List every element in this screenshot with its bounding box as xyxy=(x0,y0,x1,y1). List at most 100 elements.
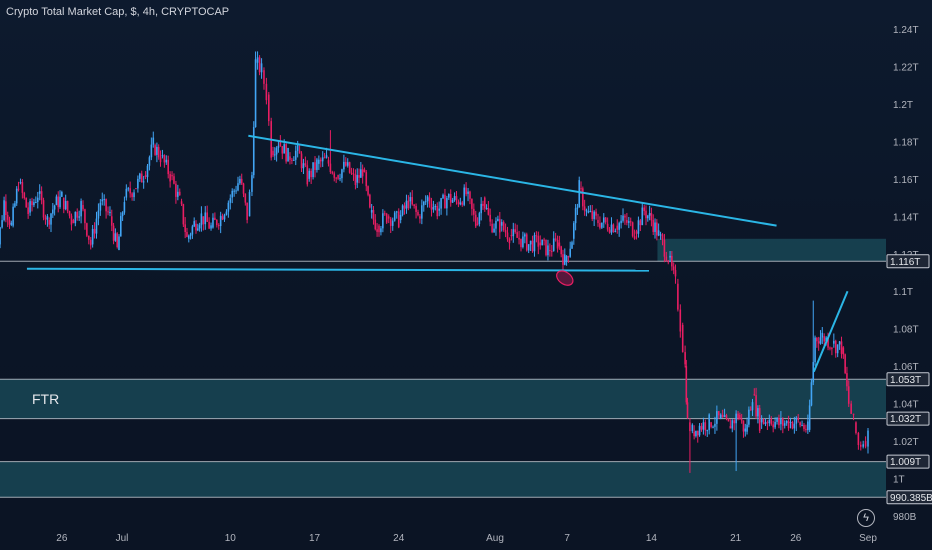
y-tick-label: 1.04T xyxy=(893,400,919,411)
candle-body xyxy=(82,205,84,210)
candle-body xyxy=(87,235,90,240)
candle-body xyxy=(35,202,37,204)
candle-body xyxy=(627,221,630,223)
candle-body xyxy=(78,216,80,218)
candle-body xyxy=(109,212,111,214)
candle-body xyxy=(337,175,339,179)
x-tick-label: Aug xyxy=(486,533,504,544)
candle-body xyxy=(293,159,295,161)
candle-body xyxy=(327,160,330,164)
flash-icon[interactable]: ϟ xyxy=(857,509,875,527)
candle-body xyxy=(471,198,473,209)
candle-body xyxy=(478,213,481,224)
candle-body xyxy=(202,216,205,225)
candle-body xyxy=(165,159,168,163)
candle-body xyxy=(691,424,694,432)
candle-body xyxy=(225,211,228,215)
candle-body xyxy=(635,231,638,234)
x-tick-label: 10 xyxy=(225,533,237,544)
candle-body xyxy=(518,237,520,240)
trendline[interactable] xyxy=(248,134,777,227)
x-tick-label: Jul xyxy=(116,533,129,544)
candle-body xyxy=(260,63,263,73)
candle-body xyxy=(252,127,255,176)
candle-body xyxy=(417,211,419,216)
candle-body xyxy=(112,225,115,241)
candle-body xyxy=(27,207,29,215)
y-tick-label: 1.16T xyxy=(893,175,919,186)
candle-body xyxy=(733,420,736,424)
candle-body xyxy=(254,59,257,128)
candle-body xyxy=(610,224,613,233)
candle-body xyxy=(350,172,353,174)
candle-body xyxy=(44,217,47,220)
candle-body xyxy=(419,216,421,219)
candle-body xyxy=(294,150,297,160)
candle-body xyxy=(522,236,524,248)
candle-body xyxy=(855,422,857,434)
candle-body xyxy=(803,424,805,429)
candle-body xyxy=(493,228,495,233)
candle-body xyxy=(556,239,559,249)
candle-body xyxy=(274,154,276,156)
candle-body xyxy=(838,341,841,345)
candle-body xyxy=(395,211,398,213)
candle-body xyxy=(413,204,415,207)
candle-body xyxy=(780,418,782,425)
y-tick-label: 1.22T xyxy=(893,62,919,73)
candle-body xyxy=(833,340,835,344)
candle-body xyxy=(746,424,748,432)
candle-body xyxy=(766,422,769,424)
candle-body xyxy=(823,336,826,342)
candle-body xyxy=(793,423,796,429)
candle-body xyxy=(358,175,360,178)
candle-body xyxy=(762,418,765,425)
candle-body xyxy=(180,201,183,205)
candle-body xyxy=(549,250,551,252)
candle-body xyxy=(696,430,699,436)
candle-body xyxy=(240,178,243,184)
candle-body xyxy=(782,418,784,426)
candle-body xyxy=(583,206,586,211)
candle-body xyxy=(620,220,622,224)
candle-body xyxy=(198,225,201,229)
candle-body xyxy=(154,145,156,155)
candle-body xyxy=(289,156,291,160)
candle-body xyxy=(444,194,446,209)
candle-body xyxy=(573,223,575,239)
annotation-ellipse[interactable] xyxy=(554,268,576,288)
candle-body xyxy=(799,422,801,426)
candle-body xyxy=(698,425,701,436)
candle-body xyxy=(591,210,594,220)
candle-body xyxy=(391,220,394,226)
candle-body xyxy=(829,347,831,349)
candle-body xyxy=(316,159,318,170)
candle-body xyxy=(787,420,790,429)
candle-body xyxy=(571,242,573,249)
trendline[interactable] xyxy=(26,267,650,272)
candle-body xyxy=(251,175,253,192)
candle-body xyxy=(529,240,532,245)
candle-body xyxy=(38,191,41,194)
candle-body xyxy=(618,223,620,230)
candle-body xyxy=(283,144,285,154)
candle-body xyxy=(159,157,162,163)
candle-body xyxy=(116,233,118,248)
candle-body xyxy=(200,213,203,226)
candle-body xyxy=(173,176,175,184)
candle-body xyxy=(74,211,77,224)
candle-body xyxy=(785,420,788,424)
candle-body xyxy=(5,201,7,215)
candle-body xyxy=(378,225,380,233)
candle-body xyxy=(119,216,122,237)
trendline[interactable] xyxy=(812,290,849,373)
candle-body xyxy=(161,155,164,157)
candle-body xyxy=(574,208,577,224)
candle-body xyxy=(382,213,384,229)
price-label-box xyxy=(886,372,930,387)
candle-body xyxy=(482,203,484,206)
candle-body xyxy=(580,188,582,190)
candle-body xyxy=(310,170,312,178)
